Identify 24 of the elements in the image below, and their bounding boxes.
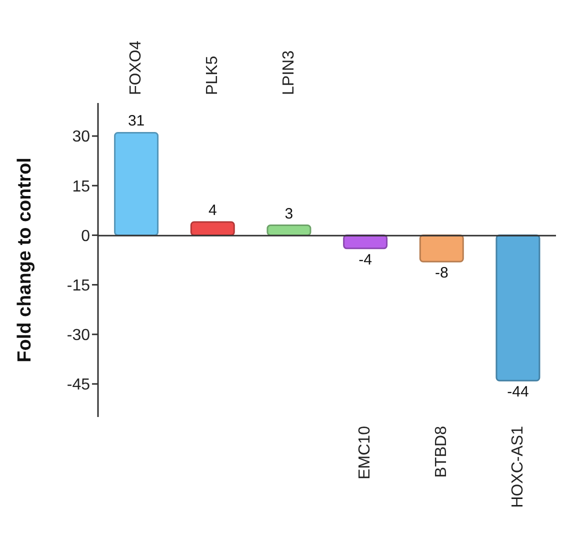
x-tick-label: EMC10	[356, 426, 374, 480]
y-tick-label: 15	[72, 178, 90, 196]
x-tick-label: LPIN3	[280, 50, 298, 95]
x-tick-label: FOXO4	[128, 40, 145, 95]
data-label: -4	[358, 251, 372, 268]
x-tick-label: PLK5	[204, 56, 221, 95]
data-label: 3	[284, 205, 294, 222]
data-label: 31	[128, 112, 145, 130]
data-label: -44	[507, 384, 529, 401]
bar	[496, 234, 540, 382]
y-tick-label: 0	[81, 228, 90, 245]
y-tick-label: -30	[66, 327, 90, 344]
bar	[419, 234, 464, 262]
x-tick-label: HOXC-AS1	[509, 426, 526, 508]
y-tick-label: -45	[66, 376, 90, 394]
y-tick-label: 30	[72, 128, 90, 146]
bar	[114, 132, 159, 236]
y-axis-title: Fold change to control	[14, 158, 36, 362]
bar	[190, 221, 235, 236]
data-label: -8	[434, 264, 448, 282]
bar	[266, 224, 312, 236]
data-label: 4	[208, 202, 217, 219]
x-tick-label: BTBD8	[433, 426, 450, 478]
y-tick-label: -15	[66, 277, 90, 294]
